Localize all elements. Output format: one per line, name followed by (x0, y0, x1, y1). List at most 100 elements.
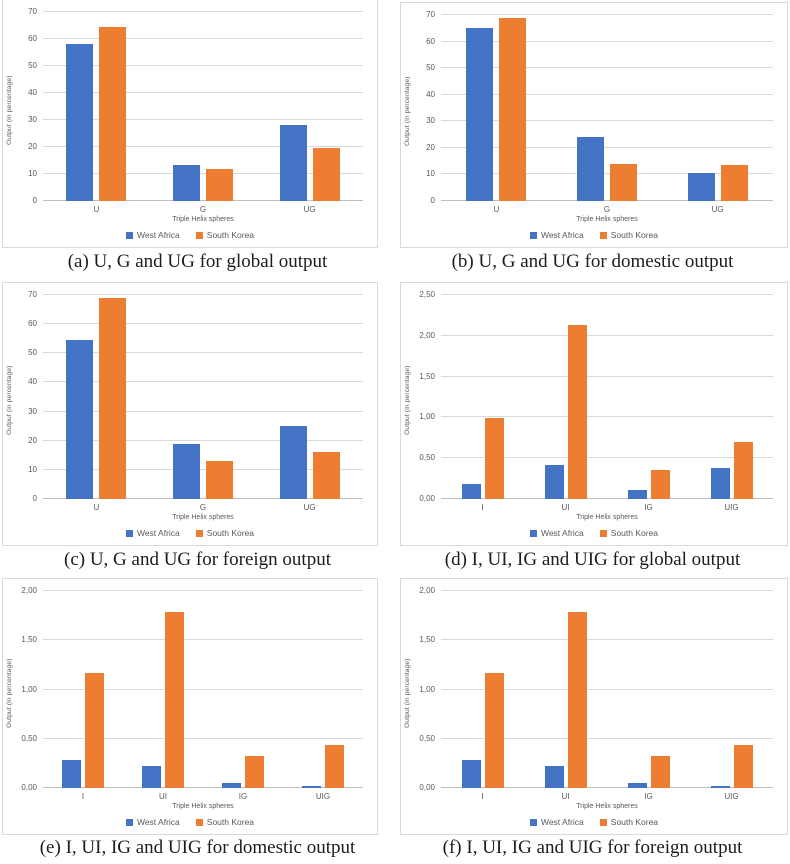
chart-caption-c: (c) U, G and UG for foreign output (64, 549, 331, 570)
gridline (441, 688, 773, 690)
y-tick-label: 0,00 (419, 783, 435, 792)
bar-west-africa (576, 137, 604, 201)
bar-south-korea (567, 611, 587, 788)
plot-area: 0 10 20 30 40 50 60 70 U G UG Triple Helix spheres (28, 291, 363, 521)
bar-south-korea (733, 441, 753, 499)
category-group (552, 15, 663, 201)
y-tick-label: 50 (28, 61, 37, 70)
gridline (43, 737, 363, 739)
y-tick-label: 10 (426, 169, 435, 179)
bar-west-africa (710, 468, 730, 499)
gridline (43, 410, 363, 412)
legend-item: West Africa (529, 230, 584, 240)
bar-west-africa (710, 786, 730, 788)
y-tick-label: 0 (32, 196, 37, 205)
plot-area: 0 10 20 30 40 50 60 70 U G UG Triple Helix spheres (28, 8, 363, 223)
gridline (441, 14, 773, 15)
chart-caption-d: (d) I, UI, IG and UIG for global output (444, 549, 741, 570)
gridline (43, 146, 363, 147)
x-tick-label: IG (238, 792, 248, 801)
plot-area: 0,00 0,50 1,00 1,50 2,00 I UI IG UIG Triple Helix… (419, 587, 773, 810)
y-tick-label: 30 (426, 116, 435, 126)
bar-west-africa (461, 483, 481, 499)
category-group (524, 295, 607, 499)
x-axis-line (43, 787, 363, 788)
category-group (690, 591, 773, 788)
gridline (43, 294, 363, 295)
y-tick-label: 2,00 (21, 586, 37, 595)
bar-south-korea (567, 325, 587, 499)
chart-caption-a: (a) U, G and UG for global output (67, 251, 328, 272)
bar-west-africa (172, 164, 200, 201)
chart-panel-b: Output (in percentage) 0 10 20 30 40 50 60 70 U G U… (400, 2, 788, 248)
x-axis-line (43, 498, 363, 499)
gridline (43, 468, 363, 470)
y-tick-label: 40 (28, 377, 37, 387)
x-axis-title: Triple Helix spheres (172, 514, 234, 521)
legend-swatch-west-africa (529, 529, 537, 537)
legend-item: West Africa (125, 230, 180, 240)
legend-swatch-west-africa (125, 818, 133, 826)
x-tick-label: I (481, 792, 484, 801)
y-tick-label: 40 (28, 88, 37, 97)
x-tick-label: U (493, 205, 500, 214)
legend-swatch-south-korea (599, 529, 607, 537)
bar-west-africa (62, 760, 81, 788)
x-tick-label: UG (303, 503, 316, 512)
legend-label: South Korea (610, 230, 659, 240)
category-group (607, 591, 690, 788)
bar-south-korea (720, 165, 748, 201)
y-tick-label: 30 (28, 115, 37, 124)
chart-panel-e: Output (in percentage) 0,00 0,50 1,00 1,50 2,… (2, 578, 378, 835)
category-group (256, 12, 363, 201)
legend: West Africa South Korea (401, 230, 787, 240)
legend: West Africa South Korea (3, 230, 377, 240)
y-tick-label: 2,00 (419, 586, 435, 595)
legend-item: South Korea (195, 230, 254, 240)
bar-west-africa (222, 783, 241, 788)
bar-south-korea (312, 148, 340, 201)
gridline (441, 737, 773, 739)
bar-south-korea (85, 672, 104, 788)
x-tick-label: G (199, 503, 207, 512)
chart-caption-f: (f) I, UI, IG and UIG for foreign output (442, 837, 743, 858)
x-tick-label: U (93, 205, 100, 214)
bar-west-africa (687, 173, 715, 201)
bar-west-africa (544, 766, 564, 788)
chart-panel-d: Output (in percentage) 0,00 0,50 1,00 1,50 2,… (400, 282, 788, 546)
chart-caption-b: (b) U, G and UG for domestic output (451, 251, 734, 272)
legend: West Africa South Korea (401, 817, 787, 827)
gridline (441, 173, 773, 175)
bar-south-korea (484, 672, 504, 788)
x-tick-label: UIG (315, 792, 331, 801)
bar-south-korea (650, 469, 670, 499)
y-tick-label: 20 (28, 435, 37, 445)
y-tick-label: 0,00 (21, 783, 37, 792)
y-tick-label: 70 (28, 7, 37, 16)
x-tick-label: G (603, 205, 611, 214)
y-tick-label: 0,50 (21, 733, 37, 743)
legend-item: West Africa (529, 817, 584, 827)
legend-item: West Africa (125, 817, 180, 827)
gridline (441, 67, 773, 69)
gridline (441, 146, 773, 148)
bar-west-africa (461, 760, 481, 788)
bar-west-africa (66, 340, 94, 499)
y-tick-label: 70 (426, 10, 435, 19)
bar-south-korea (245, 756, 264, 788)
bar-west-africa (172, 443, 200, 499)
bar-south-korea (650, 756, 670, 788)
bar-west-africa (466, 28, 494, 201)
bar-south-korea (165, 611, 184, 788)
x-tick-label: UI (561, 503, 570, 512)
chart-panel-c: Output (in percentage) 0 10 20 30 40 50 60 70 U G U… (2, 282, 378, 546)
category-group (43, 295, 150, 499)
gridline (441, 375, 773, 377)
legend-item: South Korea (599, 817, 658, 827)
bar-south-korea (99, 26, 127, 201)
gridline (43, 639, 363, 641)
bar-west-africa (279, 426, 307, 499)
plot-area: 0,00 0,50 1,00 1,50 2,00 I UI IG UIG Triple Helix… (21, 587, 363, 810)
bar-west-africa (279, 125, 307, 201)
category-group (607, 295, 690, 499)
